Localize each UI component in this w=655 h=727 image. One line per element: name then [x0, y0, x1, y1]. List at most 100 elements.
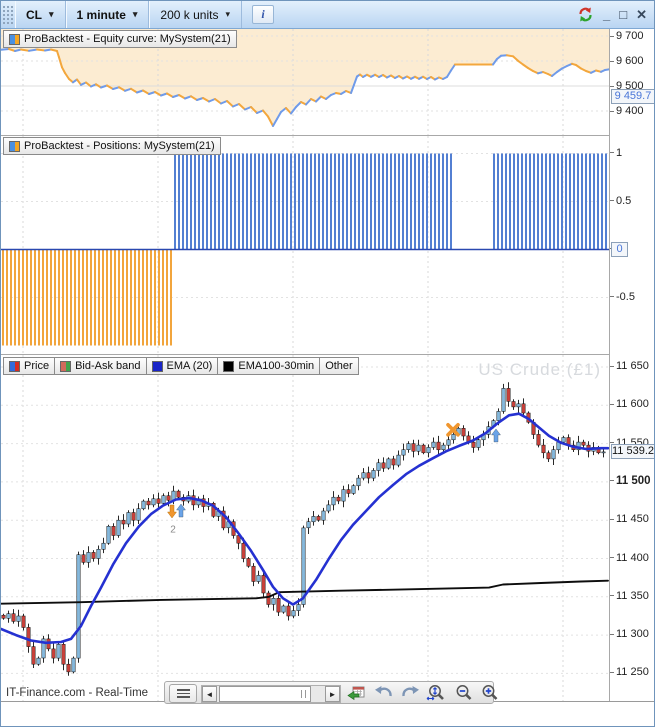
series-color-chip — [60, 360, 72, 372]
units-dropdown[interactable]: 200 k units ▾ — [149, 1, 242, 28]
scroll-right-button[interactable]: ► — [325, 686, 340, 702]
legend-label: Other — [325, 360, 353, 372]
current-value-box: 9 459.7 — [611, 89, 654, 105]
zoom-out-icon — [456, 685, 472, 700]
legend-label: EMA (20) — [166, 360, 213, 372]
legend-tab-price[interactable]: Price — [3, 357, 56, 375]
axis-tick-label: -0.5 — [616, 290, 635, 303]
axis-tick — [610, 403, 614, 405]
zoom-in-button[interactable] — [479, 684, 501, 702]
positions-chart-canvas[interactable] — [1, 136, 609, 354]
axis-tick-label: 11 400 — [616, 551, 649, 564]
chart-nav-toolbar: ◄ ► — [164, 681, 498, 704]
chevron-down-icon: ▾ — [132, 9, 138, 19]
axis-tick — [610, 480, 614, 482]
legend-label: EMA100-30min — [238, 360, 315, 372]
zoom-out-button[interactable] — [453, 684, 475, 702]
chevron-down-icon: ▾ — [49, 9, 54, 19]
redo-arrow-icon — [402, 686, 419, 697]
equity-chart-canvas[interactable] — [1, 29, 609, 135]
time-axis: » 15:0016:0017:0018:0019:00 — [1, 701, 654, 726]
legend-tab-other[interactable]: Other — [319, 357, 359, 375]
axis-tick-label: 9 600 — [616, 55, 644, 67]
zoom-range-icon — [426, 685, 444, 701]
axis-tick-label: 11 600 — [616, 398, 649, 411]
redo-button[interactable] — [399, 684, 421, 702]
axis-tick — [610, 152, 614, 153]
undo-button[interactable] — [373, 684, 395, 702]
minimize-button[interactable]: _ — [603, 7, 611, 22]
instrument-watermark: US Crude (£1) — [478, 360, 601, 379]
time-scrollbar[interactable]: ◄ ► — [201, 685, 341, 703]
maximize-button[interactable]: □ — [619, 7, 628, 22]
axis-tick — [610, 110, 614, 112]
axis-tick — [610, 35, 614, 37]
axis-tick — [610, 296, 614, 297]
backtest-icon — [9, 140, 20, 152]
data-source-label: IT-Finance.com - Real-Time — [6, 687, 149, 699]
window-titlebar: CL ▾ 1 minute ▾ 200 k units ▾ i _ □ ✕ — [1, 1, 654, 29]
instrument-dropdown[interactable]: CL ▾ — [15, 1, 66, 28]
axis-tick-label: 11 300 — [616, 628, 649, 641]
positions-panel-tab[interactable]: ProBacktest - Positions: MySystem(21) — [3, 137, 221, 155]
instrument-label: CL — [26, 7, 42, 22]
price-panel: 2 US Crude (£1) Price Bid-Ask band EMA (20… — [1, 354, 609, 702]
close-button[interactable]: ✕ — [636, 7, 647, 22]
axis-tick — [610, 633, 614, 635]
equity-panel-tab[interactable]: ProBacktest - Equity curve: MySystem(21) — [3, 30, 237, 48]
positions-panel-title: ProBacktest - Positions: MySystem(21) — [24, 140, 215, 152]
zoom-range-button[interactable] — [425, 684, 447, 702]
axis-tick — [610, 557, 614, 558]
axis-tick — [610, 518, 614, 520]
axis-tick-label: 9 500 — [616, 80, 644, 92]
axis-tick-label: 11 250 — [616, 666, 649, 679]
axis-tick-label: 9 700 — [616, 30, 644, 42]
legend-tab-bid-ask-band[interactable]: Bid-Ask band — [54, 357, 147, 375]
svg-text:2: 2 — [170, 524, 176, 535]
series-color-chip — [9, 360, 20, 372]
goto-date-button[interactable] — [345, 684, 367, 702]
axis-tick — [610, 671, 614, 673]
backtest-icon — [9, 33, 20, 45]
units-label: 200 k units — [160, 7, 219, 22]
zoom-in-icon — [482, 685, 498, 700]
equity-panel-title: ProBacktest - Equity curve: MySystem(21) — [24, 33, 231, 45]
axis-tick-label: 0.5 — [616, 194, 632, 207]
current-value-box: 11 539.2 — [611, 443, 655, 459]
axis-tick-label: 11 650 — [616, 360, 649, 372]
legend-tab-ema100-30min[interactable]: EMA100-30min — [217, 357, 321, 375]
window-controls: _ □ ✕ — [577, 1, 654, 28]
legend-tab-ema-20-[interactable]: EMA (20) — [145, 357, 219, 375]
calendar-icon — [346, 686, 364, 700]
axis-tick — [610, 442, 614, 444]
axis-tick — [610, 85, 614, 87]
price-chart-canvas[interactable]: 2 — [1, 355, 609, 701]
scroll-left-button[interactable]: ◄ — [202, 686, 217, 702]
axis-tick — [610, 595, 614, 597]
axis-tick-label: 11 450 — [616, 513, 649, 526]
axis-tick-label: 11 350 — [616, 589, 649, 602]
chevron-down-icon: ▾ — [225, 9, 230, 19]
scrollbar-thumb[interactable] — [219, 686, 311, 702]
menu-button[interactable] — [169, 684, 197, 703]
legend-label: Price — [24, 360, 50, 372]
info-button[interactable]: i — [251, 5, 274, 24]
price-legend: Price Bid-Ask band EMA (20) EMA100-30min Oth… — [3, 357, 359, 375]
positions-panel: ProBacktest - Positions: MySystem(21) — [1, 135, 609, 355]
legend-label: Bid-Ask band — [75, 360, 141, 372]
axis-tick — [610, 365, 614, 367]
series-color-chip — [223, 360, 235, 372]
sync-icon[interactable] — [577, 6, 594, 23]
axis-tick-label: 9 400 — [616, 105, 644, 117]
timeframe-dropdown[interactable]: 1 minute ▾ — [66, 1, 150, 28]
axis-tick — [610, 60, 614, 62]
drag-handle-icon[interactable] — [2, 5, 14, 24]
axis-tick-label: 1 — [616, 146, 623, 159]
axis-tick — [610, 200, 614, 201]
equity-panel: ProBacktest - Equity curve: MySystem(21) — [1, 29, 609, 135]
timeframe-label: 1 minute — [76, 7, 126, 22]
undo-arrow-icon — [375, 686, 392, 697]
price-axis-gutter — [609, 29, 654, 701]
current-value-box: 0 — [611, 241, 628, 257]
